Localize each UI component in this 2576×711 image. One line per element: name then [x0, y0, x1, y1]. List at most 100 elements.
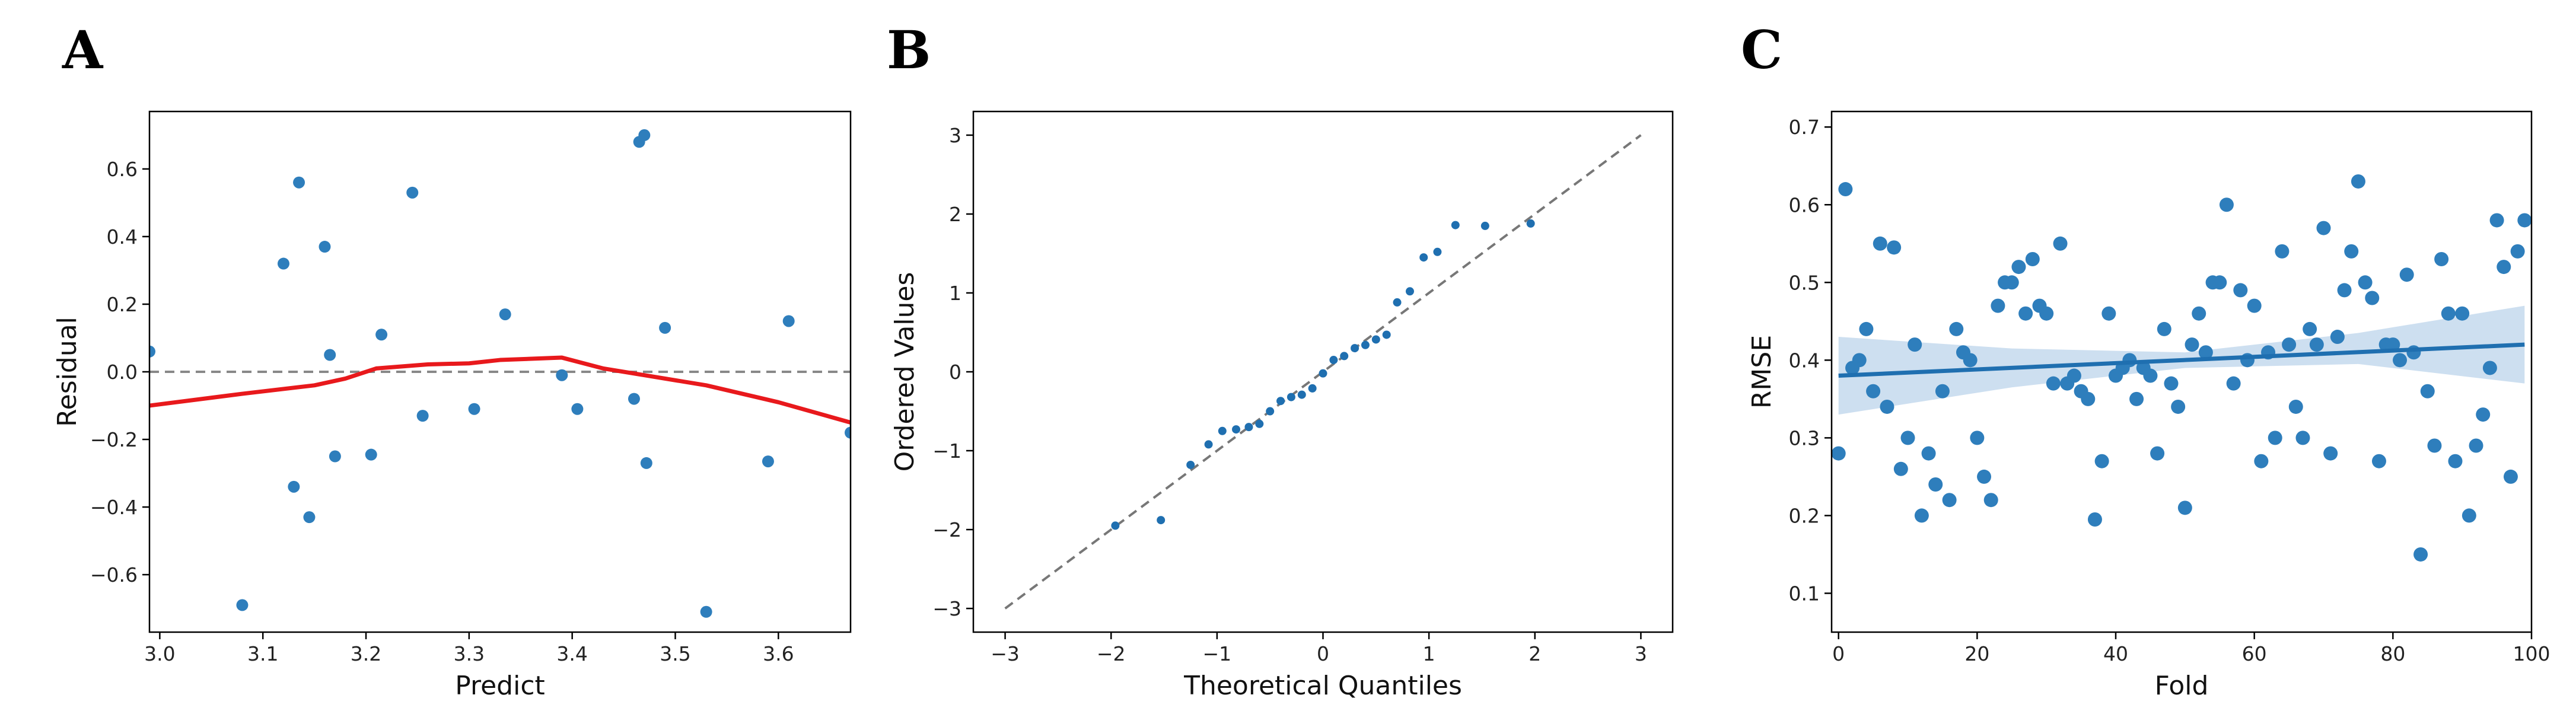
data-point — [1921, 446, 1936, 461]
x-tick-label: 3.2 — [351, 642, 381, 665]
plot-area — [149, 129, 851, 618]
data-point — [556, 369, 568, 381]
data-point — [1218, 426, 1227, 435]
data-point — [236, 599, 249, 611]
data-point — [2337, 283, 2352, 298]
data-point — [2143, 368, 2158, 383]
x-tick-label: −3 — [991, 642, 1020, 665]
x-tick-label: 40 — [2103, 642, 2128, 665]
data-point — [1866, 384, 1881, 398]
data-point — [2399, 267, 2414, 282]
x-tick-label: 20 — [1964, 642, 1989, 665]
data-point — [1451, 221, 1460, 229]
data-point — [2025, 251, 2040, 266]
data-point — [782, 315, 795, 327]
data-point — [1526, 219, 1535, 228]
data-point — [1393, 298, 1402, 307]
data-point — [406, 186, 419, 199]
data-point — [1893, 461, 1908, 476]
data-point — [1914, 508, 1929, 523]
data-point — [2309, 337, 2324, 352]
data-point — [2129, 391, 2144, 406]
data-point — [1308, 384, 1317, 393]
data-point — [1908, 337, 1922, 352]
y-axis-label: Ordered Values — [890, 272, 920, 472]
x-tick-label: 3.5 — [660, 642, 690, 665]
data-point — [2275, 244, 2290, 259]
data-point — [1991, 298, 2005, 313]
data-point — [1351, 344, 1359, 353]
data-point — [2365, 291, 2380, 305]
data-point — [2233, 283, 2248, 298]
y-tick-label: 2 — [949, 203, 961, 226]
data-point — [571, 403, 584, 415]
panel-b: B −3 −2 −1 0 1 2 3 −3 −2 −1 0 1 2 3 Theoretical Quanti… — [887, 19, 1674, 701]
data-point — [2192, 306, 2206, 321]
x-tick-label: 60 — [2242, 642, 2267, 665]
data-point — [659, 321, 671, 334]
data-point — [2489, 213, 2504, 228]
data-point — [2427, 438, 2442, 453]
data-point — [499, 308, 511, 321]
y-tick-label: −0.6 — [90, 563, 138, 586]
data-point — [1232, 425, 1241, 434]
data-point — [1186, 460, 1195, 469]
y-tick-label: 3 — [949, 124, 961, 147]
y-tick-label: −3 — [932, 597, 961, 620]
data-point — [149, 345, 155, 358]
data-point — [628, 393, 640, 405]
x-tick-label: 0 — [1832, 642, 1845, 665]
data-point — [2226, 376, 2241, 391]
y-tick-label: 0.1 — [1789, 582, 1820, 605]
data-point — [2101, 306, 2116, 321]
data-point — [2441, 306, 2456, 321]
data-point — [2150, 446, 2165, 461]
data-point — [1255, 419, 1264, 428]
data-point — [2476, 407, 2491, 422]
y-tick-label: 0.6 — [1789, 193, 1820, 216]
data-point — [1949, 321, 1964, 336]
x-tick-label: 3.1 — [247, 642, 278, 665]
data-point — [2420, 384, 2435, 398]
x-axis-label: Predict — [455, 671, 545, 701]
data-point — [1433, 247, 1442, 256]
y-tick-label: 0.2 — [1789, 504, 1820, 527]
data-point — [2303, 321, 2317, 336]
y-tick-label: 0.4 — [107, 225, 138, 248]
data-point — [1204, 440, 1213, 449]
data-point — [845, 426, 851, 439]
data-point — [288, 480, 300, 493]
data-point — [2295, 431, 2310, 445]
regression-line — [1838, 342, 2525, 378]
data-point — [1111, 521, 1120, 530]
data-point — [2393, 353, 2408, 368]
data-point — [1887, 240, 1902, 255]
y-tick-label: −0.2 — [90, 428, 138, 451]
data-point — [2358, 275, 2373, 290]
data-point — [640, 457, 652, 469]
data-point — [2011, 260, 2026, 275]
data-point — [1371, 335, 1380, 344]
x-tick-label: 100 — [2513, 642, 2550, 665]
data-point — [2371, 454, 2386, 468]
data-point — [1859, 321, 1874, 336]
plot-frame — [148, 110, 852, 633]
data-point — [2122, 353, 2137, 368]
y-tick-label: 0.3 — [1789, 426, 1820, 449]
data-point — [2094, 454, 2109, 468]
y-tick-label: −1 — [932, 439, 961, 463]
y-axis-label: Residual — [52, 317, 82, 427]
data-point — [1361, 340, 1370, 349]
data-point — [2330, 330, 2345, 345]
data-point — [2066, 368, 2081, 383]
data-point — [1382, 330, 1391, 339]
y-tick-label: −0.4 — [90, 496, 138, 519]
data-point — [2171, 399, 2186, 414]
y-tick-label: 0.5 — [1789, 271, 1820, 294]
x-tick-label: −2 — [1097, 642, 1126, 665]
data-point — [1970, 431, 1985, 445]
data-point — [1963, 353, 1978, 368]
data-point — [277, 257, 289, 270]
x-tick-label: 3.4 — [556, 642, 587, 665]
